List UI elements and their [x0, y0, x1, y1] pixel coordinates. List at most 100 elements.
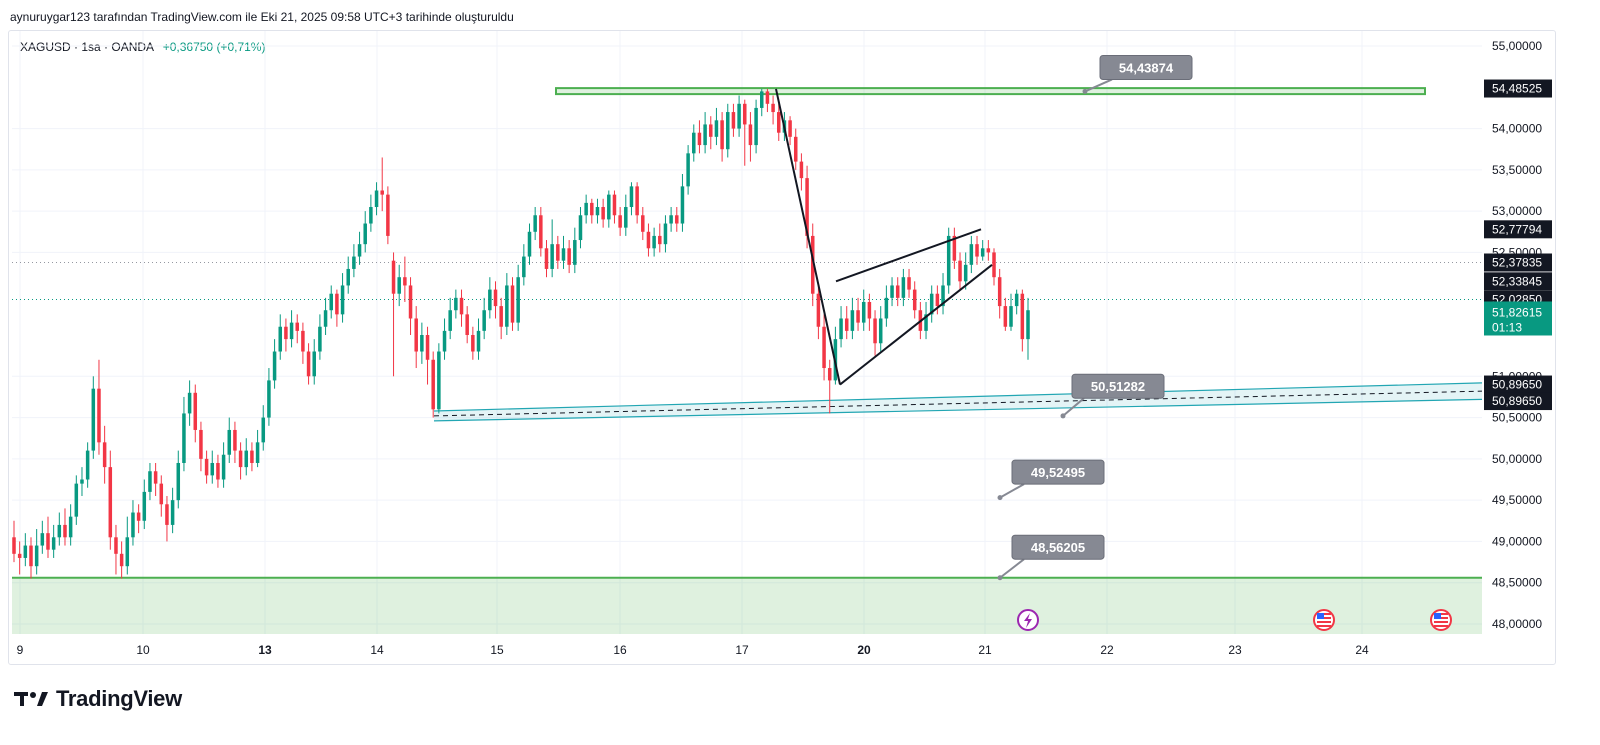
candle — [539, 207, 543, 257]
candle-body — [556, 244, 560, 261]
candle-body — [856, 310, 860, 323]
candle — [74, 475, 79, 525]
candle-body — [754, 107, 758, 146]
candle-body — [340, 285, 345, 315]
candle-body — [272, 351, 277, 381]
candle-body — [986, 248, 991, 253]
candle-body — [318, 326, 322, 352]
candle — [238, 442, 243, 480]
candle-body — [827, 368, 832, 381]
candle — [459, 289, 464, 327]
candle — [573, 227, 577, 274]
candle — [686, 145, 690, 195]
candle-body — [810, 235, 815, 294]
candle-body — [663, 223, 668, 245]
candle — [182, 396, 186, 472]
candle — [437, 343, 441, 414]
candle — [590, 198, 594, 224]
candle-body — [697, 132, 702, 146]
candle-body — [816, 293, 821, 327]
callout-leader — [1062, 397, 1085, 417]
candle — [765, 88, 770, 113]
callout-text: 48,56205 — [1031, 540, 1085, 555]
callout-box — [1071, 373, 1165, 399]
candle-body — [527, 231, 532, 257]
candle-body — [267, 380, 271, 418]
candle — [788, 116, 792, 146]
candle-body — [759, 91, 764, 108]
candle-body — [901, 277, 906, 298]
candle — [941, 273, 945, 315]
price-tick-label: 55,00000 — [1492, 39, 1542, 53]
candle-body — [306, 351, 311, 377]
flag-stripe — [1434, 625, 1448, 627]
symbol-info[interactable]: XAGUSD · 1sa · OANDA — [20, 40, 154, 54]
candle — [709, 116, 713, 150]
candle — [301, 322, 305, 364]
candle — [295, 314, 299, 344]
callout-box — [1099, 54, 1193, 80]
trend-channel-upper — [433, 382, 1483, 412]
candle — [980, 240, 985, 261]
candle — [255, 429, 260, 468]
candle — [340, 273, 345, 323]
candle-body — [788, 120, 792, 137]
candle — [561, 235, 566, 269]
candle-body — [165, 504, 169, 525]
candle-body — [522, 256, 526, 278]
candle — [176, 450, 181, 509]
candle-body — [125, 537, 130, 567]
candle-body — [476, 330, 481, 352]
candle — [992, 248, 996, 286]
candle-body — [216, 462, 220, 480]
candle-body — [793, 136, 798, 162]
candle-body — [420, 335, 424, 352]
candle-body — [1003, 306, 1008, 327]
candle-body — [108, 467, 113, 538]
candle — [493, 281, 498, 319]
candle-body — [969, 244, 974, 265]
candle-body — [805, 178, 809, 236]
current-price-value: 51,82615 — [1492, 305, 1542, 319]
candle-body — [1020, 293, 1025, 340]
candle-body — [397, 277, 401, 294]
candle-body — [1026, 310, 1030, 340]
candle — [663, 215, 668, 253]
candle — [924, 301, 928, 340]
candle — [289, 310, 294, 348]
candle — [46, 516, 50, 558]
candle — [29, 537, 33, 579]
price-tag: 50,89650 — [1484, 392, 1552, 411]
candle-body — [170, 500, 175, 525]
candle — [1003, 297, 1008, 331]
time-tick-label: 13 — [258, 643, 272, 657]
candle-body — [561, 248, 566, 261]
candle — [759, 88, 764, 117]
brand-logo[interactable]: TradingView — [14, 686, 182, 712]
candle-body — [34, 545, 39, 567]
candle-body — [465, 314, 469, 335]
candle — [743, 99, 747, 166]
candle-body — [658, 235, 662, 245]
candle-body — [63, 524, 67, 538]
candle-body — [510, 285, 515, 323]
candle — [861, 289, 866, 331]
candle-body — [629, 186, 634, 208]
candle — [114, 524, 118, 575]
candle — [822, 314, 826, 381]
candle — [102, 425, 107, 484]
us-flag-event-icon — [1430, 609, 1452, 631]
candle — [607, 190, 611, 228]
current-price-box — [1484, 301, 1552, 336]
price-tag-value: 52,77794 — [1492, 222, 1542, 236]
candle-body — [238, 450, 243, 468]
candle-body — [890, 285, 894, 298]
candle — [895, 277, 900, 307]
candle — [544, 240, 549, 278]
candle-body — [352, 256, 356, 269]
price-tag: 52,77794 — [1484, 220, 1552, 239]
candle — [1009, 293, 1013, 331]
candle — [17, 541, 22, 575]
candle — [403, 256, 407, 302]
